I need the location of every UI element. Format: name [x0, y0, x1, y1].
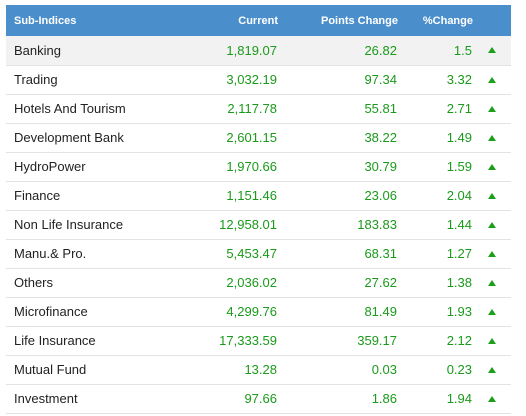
trend-cell	[473, 123, 511, 153]
sub-indices-table: Sub-Indices Current Points Change %Chang…	[6, 5, 511, 414]
sub-index-name: Trading	[6, 65, 167, 95]
percent-change-value: 1.93	[398, 297, 473, 327]
sub-index-name: Hotels And Tourism	[6, 94, 167, 124]
percent-change-value: 3.32	[398, 65, 473, 95]
table-row[interactable]: Trading 3,032.19 97.34 3.32	[6, 65, 511, 95]
points-change-value: 183.83	[278, 210, 398, 240]
header-trend	[473, 5, 511, 36]
sub-index-name: Non Life Insurance	[6, 210, 167, 240]
sub-index-name: Microfinance	[6, 297, 167, 327]
table-row[interactable]: HydroPower 1,970.66 30.79 1.59	[6, 152, 511, 182]
trend-cell	[473, 297, 511, 327]
percent-change-value: 1.94	[398, 384, 473, 414]
percent-change-value: 2.71	[398, 94, 473, 124]
points-change-value: 81.49	[278, 297, 398, 327]
percent-change-value: 1.49	[398, 123, 473, 153]
percent-change-value: 1.59	[398, 152, 473, 182]
points-change-value: 0.03	[278, 355, 398, 385]
header-sub-indices: Sub-Indices	[14, 14, 77, 27]
points-change-value: 30.79	[278, 152, 398, 182]
points-change-value: 55.81	[278, 94, 398, 124]
sub-index-name: Life Insurance	[6, 326, 167, 356]
percent-change-value: 1.5	[398, 36, 473, 66]
sub-index-name: Mutual Fund	[6, 355, 167, 385]
percent-change-value: 1.38	[398, 268, 473, 298]
points-change-value: 97.34	[278, 65, 398, 95]
current-value: 5,453.47	[167, 239, 278, 269]
current-value: 4,299.76	[167, 297, 278, 327]
current-value: 1,970.66	[167, 152, 278, 182]
sub-index-name: Development Bank	[6, 123, 167, 153]
table-row[interactable]: Investment 97.66 1.86 1.94	[6, 384, 511, 414]
points-change-value: 27.62	[278, 268, 398, 298]
table-row[interactable]: Manu.& Pro. 5,453.47 68.31 1.27	[6, 239, 511, 269]
up-arrow-icon	[488, 192, 496, 199]
current-value: 3,032.19	[167, 65, 278, 95]
table-row[interactable]: Hotels And Tourism 2,117.78 55.81 2.71	[6, 94, 511, 124]
points-change-value: 26.82	[278, 36, 398, 66]
up-arrow-icon	[488, 366, 496, 373]
sub-index-name: Others	[6, 268, 167, 298]
up-arrow-icon	[488, 337, 496, 344]
up-arrow-icon	[488, 76, 496, 83]
up-arrow-icon	[488, 47, 496, 54]
up-arrow-icon	[488, 279, 496, 286]
table-row[interactable]: Life Insurance 17,333.59 359.17 2.12	[6, 326, 511, 356]
current-value: 97.66	[167, 384, 278, 414]
points-change-value: 1.86	[278, 384, 398, 414]
trend-cell	[473, 326, 511, 356]
sub-indices-table-container: Sub-Indices Current Points Change %Chang…	[6, 5, 511, 414]
table-header-row: Sub-Indices Current Points Change %Chang…	[6, 5, 511, 36]
sub-index-name: Manu.& Pro.	[6, 239, 167, 269]
percent-change-value: 0.23	[398, 355, 473, 385]
trend-cell	[473, 239, 511, 269]
up-arrow-icon	[488, 250, 496, 257]
trend-cell	[473, 181, 511, 211]
up-arrow-icon	[488, 134, 496, 141]
up-arrow-icon	[488, 163, 496, 170]
current-value: 2,601.15	[167, 123, 278, 153]
table-row[interactable]: Non Life Insurance 12,958.01 183.83 1.44	[6, 210, 511, 240]
points-change-value: 38.22	[278, 123, 398, 153]
current-value: 1,151.46	[167, 181, 278, 211]
trend-cell	[473, 36, 511, 66]
percent-change-value: 2.12	[398, 326, 473, 356]
points-change-value: 359.17	[278, 326, 398, 356]
sub-index-name: HydroPower	[6, 152, 167, 182]
table-row[interactable]: Banking 1,819.07 26.82 1.5	[6, 36, 511, 66]
current-value: 1,819.07	[167, 36, 278, 66]
table-row[interactable]: Others 2,036.02 27.62 1.38	[6, 268, 511, 298]
header-percent-change: %Change	[422, 14, 473, 27]
trend-cell	[473, 210, 511, 240]
sub-index-name: Investment	[6, 384, 167, 414]
current-value: 2,117.78	[167, 94, 278, 124]
trend-cell	[473, 268, 511, 298]
table-row[interactable]: Finance 1,151.46 23.06 2.04	[6, 181, 511, 211]
table-row[interactable]: Development Bank 2,601.15 38.22 1.49	[6, 123, 511, 153]
percent-change-value: 1.44	[398, 210, 473, 240]
trend-cell	[473, 152, 511, 182]
up-arrow-icon	[488, 395, 496, 402]
sub-index-name: Banking	[6, 36, 167, 66]
percent-change-value: 2.04	[398, 181, 473, 211]
header-points-change: Points Change	[320, 14, 398, 27]
up-arrow-icon	[488, 308, 496, 315]
points-change-value: 68.31	[278, 239, 398, 269]
up-arrow-icon	[488, 105, 496, 112]
current-value: 17,333.59	[167, 326, 278, 356]
current-value: 2,036.02	[167, 268, 278, 298]
table-row[interactable]: Mutual Fund 13.28 0.03 0.23	[6, 355, 511, 385]
trend-cell	[473, 94, 511, 124]
percent-change-value: 1.27	[398, 239, 473, 269]
trend-cell	[473, 355, 511, 385]
header-current: Current	[238, 14, 278, 27]
up-arrow-icon	[488, 221, 496, 228]
current-value: 12,958.01	[167, 210, 278, 240]
trend-cell	[473, 65, 511, 95]
trend-cell	[473, 384, 511, 414]
sub-index-name: Finance	[6, 181, 167, 211]
table-row[interactable]: Microfinance 4,299.76 81.49 1.93	[6, 297, 511, 327]
points-change-value: 23.06	[278, 181, 398, 211]
current-value: 13.28	[167, 355, 278, 385]
